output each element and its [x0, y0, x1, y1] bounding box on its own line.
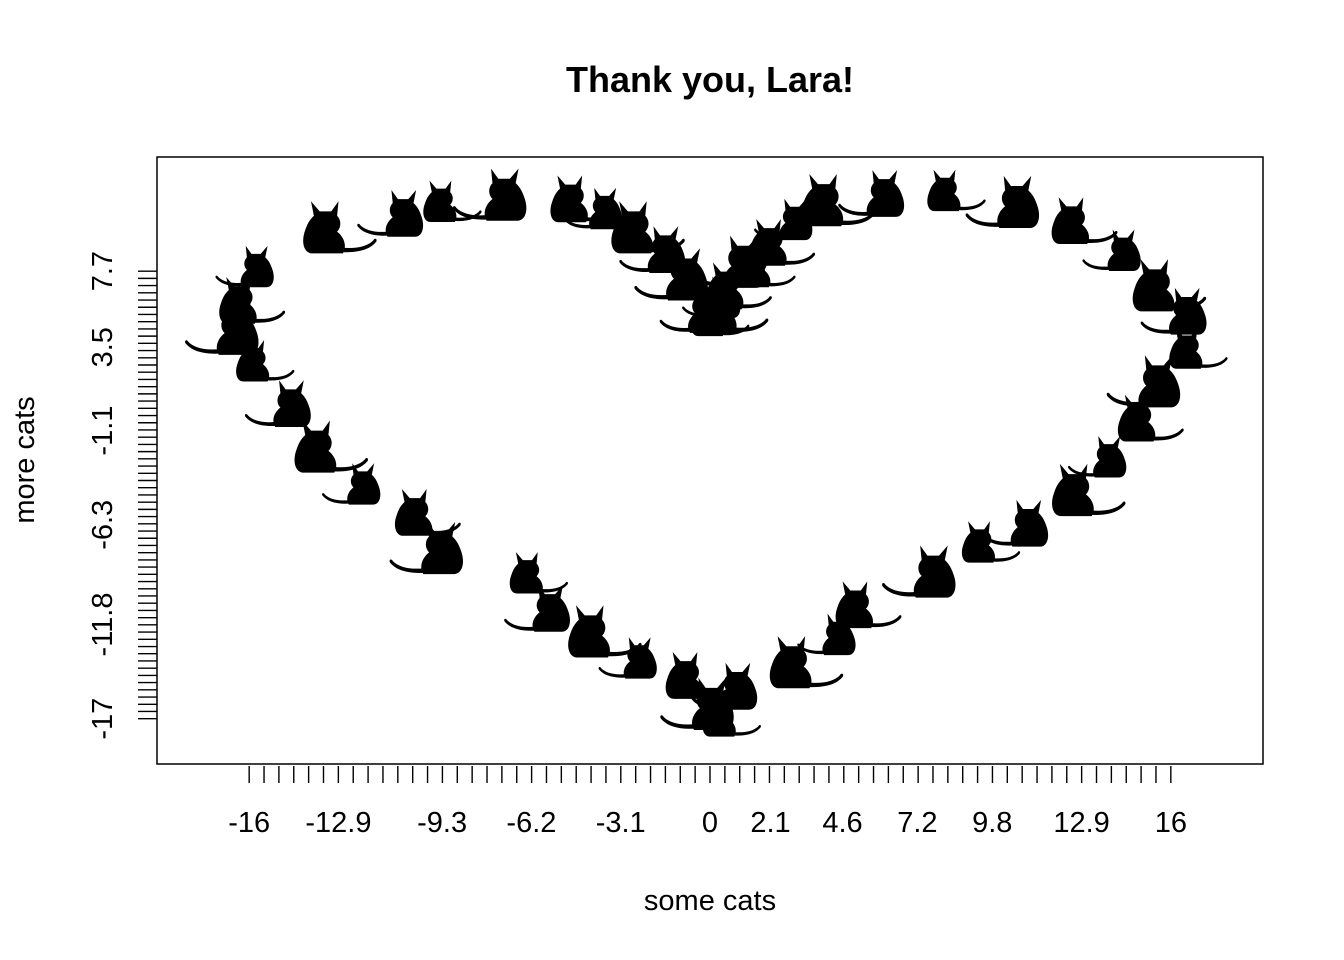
cat-marker	[611, 201, 685, 254]
cat-marker	[423, 180, 482, 223]
cat-marker	[691, 235, 766, 288]
cat-marker	[303, 201, 377, 254]
cat-marker	[452, 168, 527, 221]
y-tick-label: 7.7	[87, 251, 119, 291]
cat-marker	[244, 380, 311, 428]
y-axis-label: more cats	[9, 396, 41, 523]
cat-marker	[927, 169, 986, 212]
x-tick-label: 16	[1155, 807, 1187, 839]
x-tick-label: -6.2	[506, 807, 556, 839]
cat-marker	[215, 245, 274, 288]
x-axis: -16 -12.9 -9.3 -6.2 -3.1 0 2.1 4.6 7.2 9.8 12.9 16	[228, 766, 1187, 839]
cat-marker	[1132, 259, 1207, 312]
y-tick-label: -17	[87, 698, 119, 740]
cat-markers	[185, 168, 1228, 737]
x-tick-label: -12.9	[305, 807, 371, 839]
cat-marker	[236, 340, 295, 382]
cat-marker	[357, 190, 424, 237]
cat-marker	[835, 581, 902, 629]
x-tick-label: 7.2	[897, 807, 937, 839]
x-tick-label: -16	[228, 807, 270, 839]
plot-frame	[156, 156, 1264, 765]
cat-marker	[1106, 355, 1181, 408]
x-tick-label: 4.6	[822, 807, 862, 839]
x-axis-label: some cats	[644, 885, 776, 917]
cat-marker	[982, 499, 1049, 547]
x-tick-label: 2.1	[750, 807, 790, 839]
x-tick-label: 12.9	[1053, 807, 1109, 839]
x-tick-label: 9.8	[972, 807, 1012, 839]
cat-marker	[294, 420, 368, 473]
chart-title: Thank you, Lara!	[566, 59, 854, 100]
y-tick-label: 3.5	[87, 327, 119, 367]
y-tick-label: -1.1	[87, 406, 119, 456]
x-tick-label: -9.3	[417, 807, 467, 839]
x-tick-label: -3.1	[596, 807, 646, 839]
cat-marker	[1051, 197, 1118, 245]
cat-marker	[1068, 436, 1127, 478]
cat-marker	[965, 175, 1040, 229]
y-tick-label: -6.3	[87, 500, 119, 550]
cat-marker	[882, 545, 956, 598]
cat-marker	[801, 174, 875, 227]
x-tick-label: 0	[702, 807, 718, 839]
cat-marker	[838, 170, 905, 217]
y-axis: -17 -11.8 -6.3 -1.1 3.5 7.7	[87, 251, 157, 740]
y-tick-label: -11.8	[87, 593, 119, 657]
